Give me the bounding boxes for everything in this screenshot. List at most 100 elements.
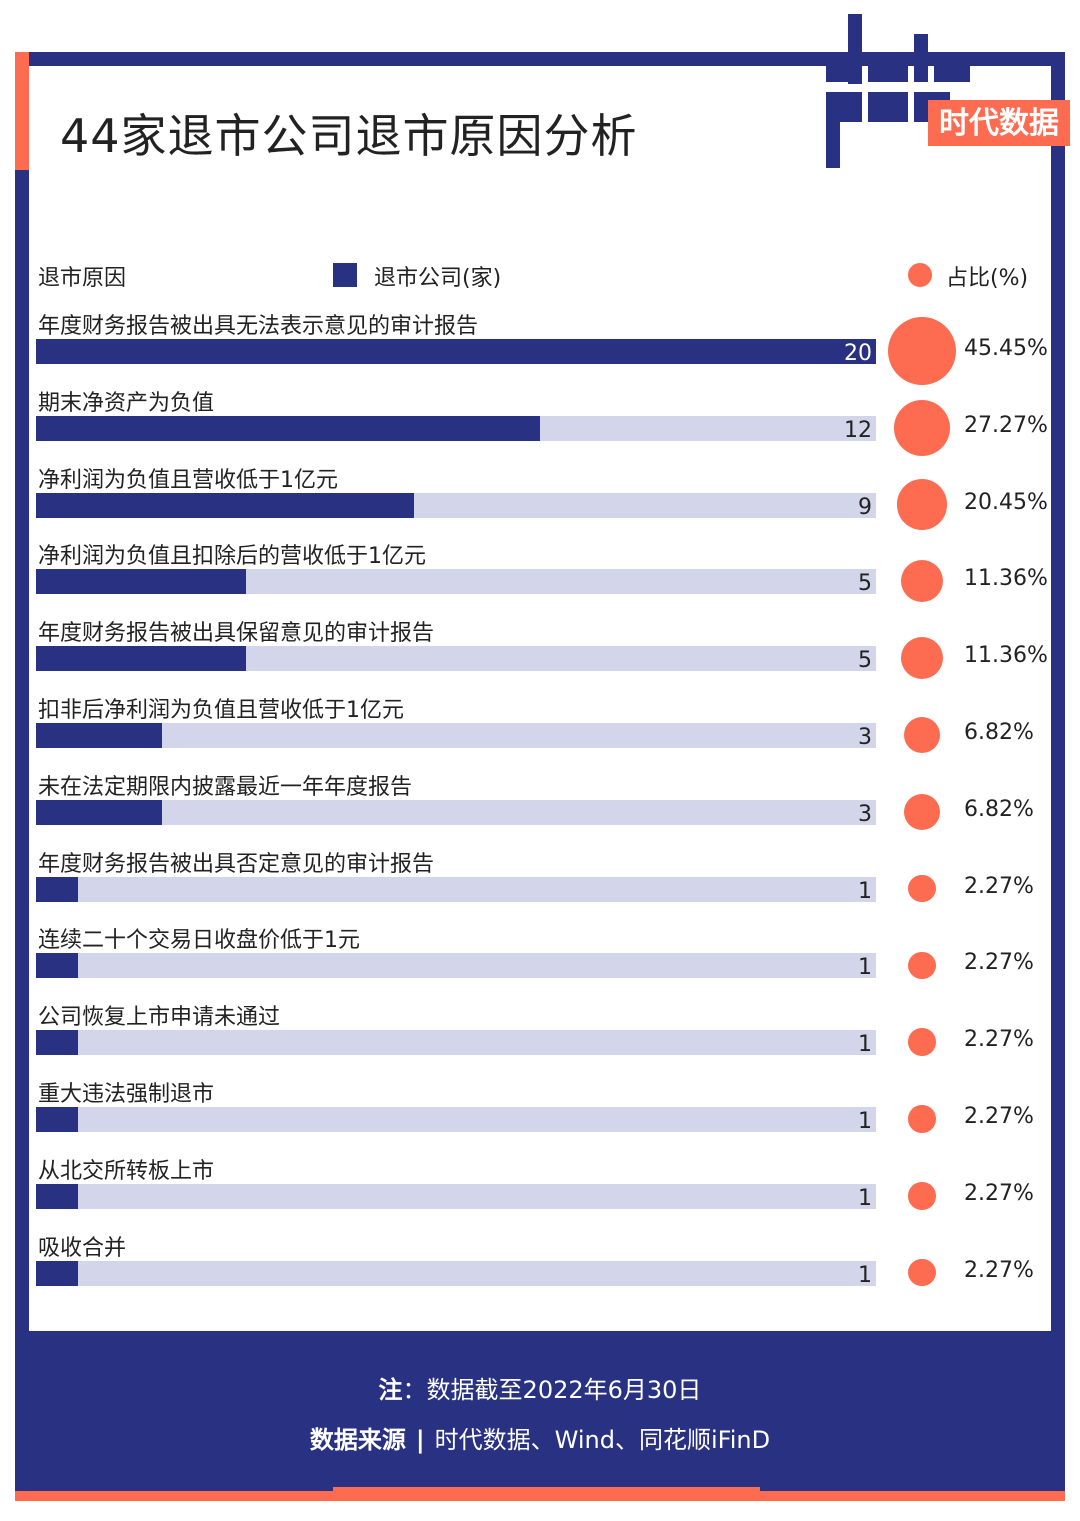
bar-row: 重大违法强制退市 1 2.27%: [36, 1076, 1056, 1153]
share-value-label: 11.36%: [964, 566, 1048, 592]
bar-row: 期末净资产为负值 12 27.27%: [36, 385, 1056, 462]
bar-track: 1: [36, 1030, 876, 1058]
legend-share-label: 占比(%): [946, 266, 1029, 291]
category-label: 期末净资产为负值: [38, 390, 215, 416]
share-value-label: 6.82%: [964, 720, 1034, 745]
bar: [36, 953, 78, 979]
share-bubble: [908, 874, 936, 903]
category-label: 连续二十个交易日收盘价低于1元: [38, 928, 360, 954]
bar: [36, 876, 78, 902]
bar-value-label: 5: [858, 648, 872, 674]
bar-track: 3: [36, 799, 876, 827]
bar-track: 1: [36, 876, 876, 904]
footer-note: 注：数据截至2022年6月30日: [15, 1370, 1065, 1405]
legend-count-label: 退市公司(家): [374, 266, 502, 291]
share-value-label: 2.27%: [964, 950, 1034, 976]
share-bubble: [908, 1181, 936, 1210]
bar-value-label: 5: [858, 571, 872, 597]
share-bubble: [908, 1258, 936, 1287]
bar: [36, 1260, 78, 1286]
category-label: 未在法定期限内披露最近一年年度报告: [38, 774, 413, 800]
frame-left-accent: [15, 52, 29, 170]
category-label: 从北交所转板上市: [38, 1158, 215, 1184]
share-value-label: 45.45%: [964, 336, 1048, 361]
share-bubble: [908, 951, 936, 980]
source-separator: |: [415, 1426, 425, 1454]
bar: [36, 339, 876, 364]
bottom-accent-center: [333, 1487, 760, 1501]
bar-track: 1: [36, 953, 876, 981]
share-value-label: 2.27%: [964, 1027, 1034, 1053]
share-bubble: [901, 560, 943, 603]
frame-top-border: [15, 52, 1065, 66]
share-value-label: 2.27%: [964, 873, 1034, 899]
bar: [36, 415, 540, 441]
bar-track: 20: [36, 339, 876, 366]
bar-value-label: 12: [844, 417, 872, 443]
logo-block-8: [868, 92, 908, 122]
logo-block-7: [826, 122, 840, 168]
share-value-label: 6.82%: [964, 796, 1034, 822]
category-label: 公司恢复上市申请未通过: [38, 1005, 281, 1031]
share-bubble: [903, 793, 941, 830]
bar-row: 年度财务报告被出具保留意见的审计报告 5 11.36%: [36, 615, 1056, 692]
bar-value-label: 1: [858, 1032, 872, 1058]
bar-track: 3: [36, 723, 876, 750]
share-value-label: 2.27%: [964, 1180, 1034, 1206]
bar-value-label: 20: [844, 341, 872, 366]
category-label: 年度财务报告被出具否定意见的审计报告: [38, 851, 435, 877]
bar-track: 1: [36, 1260, 876, 1288]
note-text: 数据截至2022年6月30日: [426, 1376, 702, 1404]
category-label: 净利润为负值且营收低于1亿元: [38, 467, 338, 493]
bar: [36, 799, 162, 825]
bar-row: 公司恢复上市申请未通过 1 2.27%: [36, 999, 1056, 1076]
logo-block-2: [848, 14, 862, 84]
share-value-label: 2.27%: [964, 1257, 1034, 1283]
logo-block-3: [868, 52, 908, 82]
share-bubble: [903, 716, 941, 754]
bar-row: 净利润为负值且营收低于1亿元 9 20.45%: [36, 462, 1056, 539]
bar-row: 年度财务报告被出具否定意见的审计报告 1 2.27%: [36, 846, 1056, 923]
bar-value-label: 3: [858, 801, 872, 827]
category-label: 重大违法强制退市: [38, 1082, 215, 1107]
bar-row: 净利润为负值且扣除后的营收低于1亿元 5 11.36%: [36, 538, 1056, 615]
share-bubble: [893, 399, 951, 456]
source-label: 数据来源: [309, 1426, 406, 1454]
share-bubble: [908, 1028, 936, 1056]
bar-track: 9: [36, 492, 876, 520]
share-bubble: [896, 479, 948, 531]
bar-value-label: 1: [858, 955, 872, 981]
logo-cn-text: 时代数据: [939, 106, 1059, 141]
share-bubble: [908, 1105, 936, 1133]
bar-value-label: 1: [858, 1262, 872, 1288]
bar-value-label: 3: [858, 725, 872, 750]
bar-row: 从北交所转板上市 1 2.27%: [36, 1153, 1056, 1230]
frame-right-border: [1051, 52, 1065, 1375]
note-label: 注: [378, 1376, 403, 1404]
footer-panel: [15, 1331, 1065, 1491]
bar-value-label: 1: [858, 1109, 872, 1134]
bar: [36, 1107, 78, 1132]
share-value-label: 11.36%: [964, 643, 1048, 669]
bar-row: 连续二十个交易日收盘价低于1元 1 2.27%: [36, 922, 1056, 999]
bar: [36, 492, 414, 518]
bar-row: 吸收合并 1 2.27%: [36, 1230, 1056, 1307]
legend-count-swatch: [333, 263, 357, 287]
bar-row: 扣非后净利润为负值且营收低于1亿元 3 6.82%: [36, 692, 1056, 769]
category-label: 吸收合并: [38, 1235, 127, 1261]
share-bubble: [901, 637, 943, 680]
logo-block-5: [934, 52, 970, 82]
bar-value-label: 9: [858, 494, 872, 520]
source-text: 时代数据、Wind、同花顺iFinD: [434, 1426, 771, 1454]
bar-value-label: 1: [858, 878, 872, 904]
chart-title: 44家退市公司退市原因分析: [60, 109, 638, 163]
bar-track: 12: [36, 415, 876, 443]
share-value-label: 2.27%: [964, 1104, 1034, 1129]
category-label: 扣非后净利润为负值且营收低于1亿元: [38, 698, 404, 723]
bar: [36, 569, 246, 595]
bar-track: 1: [36, 1107, 876, 1134]
share-bubble: [888, 317, 956, 385]
logo-block-4: [914, 34, 928, 82]
logo-block-6: [826, 92, 862, 122]
bar-row: 未在法定期限内披露最近一年年度报告 3 6.82%: [36, 769, 1056, 846]
